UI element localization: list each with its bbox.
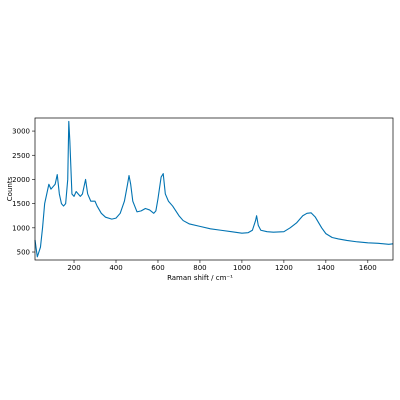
spectrum-line bbox=[34, 120, 394, 258]
x-tick-label: 400 bbox=[109, 264, 122, 272]
x-tick-label: 800 bbox=[193, 264, 206, 272]
y-tick-label: 2500 bbox=[12, 152, 30, 160]
plot-frame bbox=[34, 117, 394, 261]
x-axis-label: Raman shift / cm⁻¹ bbox=[167, 274, 233, 282]
y-tick-label: 1500 bbox=[12, 200, 30, 208]
y-axis-label: Counts bbox=[6, 176, 14, 201]
x-tick-label: 600 bbox=[151, 264, 164, 272]
y-tick-label: 3000 bbox=[12, 128, 30, 136]
y-tick-label: 2000 bbox=[12, 176, 30, 184]
x-tick-label: 1200 bbox=[275, 264, 293, 272]
y-tick-label: 500 bbox=[17, 249, 30, 257]
y-tick-label: 1000 bbox=[12, 224, 30, 232]
x-tick-label: 200 bbox=[67, 264, 80, 272]
x-tick-label: 1000 bbox=[233, 264, 251, 272]
x-tick-label: 1400 bbox=[317, 264, 335, 272]
x-tick-label: 1600 bbox=[359, 264, 377, 272]
